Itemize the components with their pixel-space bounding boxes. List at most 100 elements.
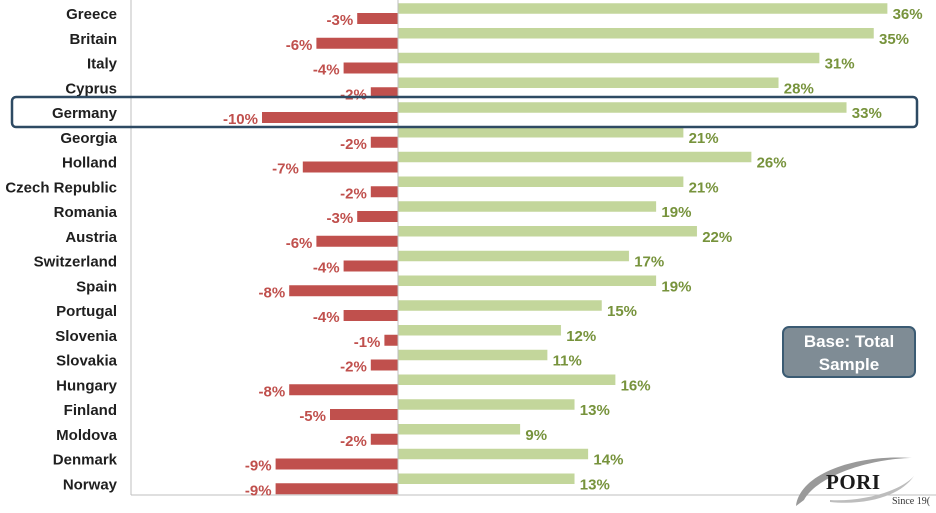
positive-bar-slovenia bbox=[397, 324, 562, 336]
category-label-austria: Austria bbox=[65, 229, 117, 246]
category-label-britain: Britain bbox=[69, 31, 117, 48]
negative-bar-germany bbox=[262, 112, 398, 123]
negative-bar-britain bbox=[316, 37, 398, 49]
negative-value-label-denmark: -9% bbox=[245, 458, 272, 475]
highlight-frame bbox=[10, 95, 919, 129]
category-label-finland: Finland bbox=[64, 402, 117, 419]
negative-value-label-romania: -3% bbox=[327, 210, 354, 227]
bars-layer bbox=[262, 2, 888, 495]
category-label-greece: Greece bbox=[66, 6, 117, 23]
positive-bar-denmark bbox=[397, 448, 589, 460]
category-label-holland: Holland bbox=[62, 155, 117, 172]
negative-value-label-switzerland: -4% bbox=[313, 260, 340, 277]
negative-value-label-czech-republic: -2% bbox=[340, 185, 367, 202]
negative-value-label-finland: -5% bbox=[299, 408, 326, 425]
negative-value-label-holland: -7% bbox=[272, 161, 299, 178]
positive-bar-hungary bbox=[397, 374, 616, 386]
category-label-cyprus: Cyprus bbox=[65, 80, 117, 97]
positive-value-label-georgia: 21% bbox=[689, 130, 719, 147]
logo-swoosh-icon bbox=[796, 457, 914, 506]
negative-bar-slovenia bbox=[384, 334, 398, 346]
base-annotation-line1: Base: Total bbox=[803, 332, 895, 351]
positive-value-label-romania: 19% bbox=[661, 204, 691, 221]
category-label-germany: Germany bbox=[52, 105, 118, 122]
base-annotation-line2: Sample bbox=[818, 355, 880, 374]
positive-value-label-czech-republic: 21% bbox=[689, 179, 719, 196]
positive-value-label-germany: 33% bbox=[852, 105, 882, 122]
category-label-spain: Spain bbox=[76, 278, 117, 295]
positive-value-label-holland: 26% bbox=[757, 155, 787, 172]
negative-bar-greece bbox=[357, 13, 398, 24]
positive-value-label-hungary: 16% bbox=[621, 377, 651, 394]
category-label-slovakia: Slovakia bbox=[56, 353, 118, 370]
category-label-norway: Norway bbox=[63, 476, 118, 493]
negative-bar-finland bbox=[330, 409, 398, 420]
category-label-italy: Italy bbox=[87, 56, 118, 73]
negative-value-label-italy: -4% bbox=[313, 62, 340, 79]
positive-value-label-moldova: 9% bbox=[525, 427, 547, 444]
negative-value-label-greece: -3% bbox=[327, 12, 354, 29]
category-label-czech-republic: Czech Republic bbox=[5, 179, 117, 196]
negative-bar-czech-republic bbox=[370, 186, 398, 198]
positive-value-label-finland: 13% bbox=[580, 402, 610, 419]
base-annotation-box: Base: Total Sample bbox=[782, 326, 916, 378]
positive-value-label-norway: 13% bbox=[580, 476, 610, 493]
positive-bar-cyprus bbox=[397, 77, 780, 89]
negative-value-label-georgia: -2% bbox=[340, 136, 367, 153]
negative-value-label-slovenia: -1% bbox=[354, 334, 381, 351]
negative-value-label-spain: -8% bbox=[259, 284, 286, 301]
positive-bar-georgia bbox=[397, 126, 684, 138]
positive-bar-portugal bbox=[397, 299, 603, 312]
category-label-romania: Romania bbox=[54, 204, 118, 221]
negative-bar-spain bbox=[289, 285, 398, 297]
positive-bar-czech-republic bbox=[397, 176, 684, 188]
positive-value-label-britain: 35% bbox=[879, 31, 909, 48]
positive-value-label-switzerland: 17% bbox=[634, 254, 664, 271]
category-label-switzerland: Switzerland bbox=[34, 254, 117, 271]
negative-value-label-slovakia: -2% bbox=[340, 359, 367, 376]
negative-bar-romania bbox=[357, 211, 398, 222]
negative-value-label-hungary: -8% bbox=[259, 383, 286, 400]
positive-bar-holland bbox=[397, 151, 752, 163]
negative-value-label-britain: -6% bbox=[286, 37, 313, 54]
category-label-georgia: Georgia bbox=[60, 130, 117, 147]
logo-tagline: Since 19( bbox=[892, 496, 931, 507]
positive-bar-spain bbox=[397, 275, 657, 287]
category-label-denmark: Denmark bbox=[53, 452, 118, 469]
positive-bar-switzerland bbox=[397, 250, 630, 262]
negative-bar-norway bbox=[275, 483, 398, 495]
positive-bar-austria bbox=[397, 225, 698, 237]
positive-value-label-slovakia: 11% bbox=[553, 353, 582, 370]
positive-value-label-cyprus: 28% bbox=[784, 80, 814, 97]
negative-value-label-portugal: -4% bbox=[313, 309, 340, 326]
positive-bar-britain bbox=[397, 27, 875, 39]
negative-bar-slovakia bbox=[370, 359, 398, 371]
negative-bar-georgia bbox=[370, 136, 398, 148]
negative-bar-portugal bbox=[343, 310, 398, 321]
negative-bar-italy bbox=[343, 62, 398, 74]
negative-value-label-germany: -10% bbox=[223, 111, 258, 128]
negative-value-label-norway: -9% bbox=[245, 482, 272, 499]
positive-value-label-austria: 22% bbox=[702, 229, 732, 246]
negative-value-label-austria: -6% bbox=[286, 235, 313, 252]
category-label-slovenia: Slovenia bbox=[55, 328, 117, 345]
positive-bar-moldova bbox=[397, 423, 521, 435]
positive-value-label-italy: 31% bbox=[825, 56, 855, 73]
positive-value-label-greece: 36% bbox=[893, 6, 923, 23]
negative-value-label-cyprus: -2% bbox=[340, 86, 367, 103]
positive-bar-norway bbox=[397, 473, 576, 485]
pori-logo: PORI Since 19( bbox=[790, 442, 936, 513]
positive-value-label-spain: 19% bbox=[661, 278, 691, 295]
negative-bar-switzerland bbox=[343, 260, 398, 272]
category-label-portugal: Portugal bbox=[56, 303, 117, 320]
negative-bar-austria bbox=[316, 235, 398, 247]
category-label-hungary: Hungary bbox=[56, 377, 118, 394]
negative-bar-holland bbox=[302, 161, 398, 173]
positive-bar-italy bbox=[397, 52, 820, 64]
logo-name: PORI bbox=[826, 470, 881, 494]
negative-bar-moldova bbox=[370, 433, 398, 445]
positive-bar-romania bbox=[397, 200, 657, 213]
positive-bar-finland bbox=[397, 398, 576, 411]
negative-bar-hungary bbox=[289, 384, 398, 396]
